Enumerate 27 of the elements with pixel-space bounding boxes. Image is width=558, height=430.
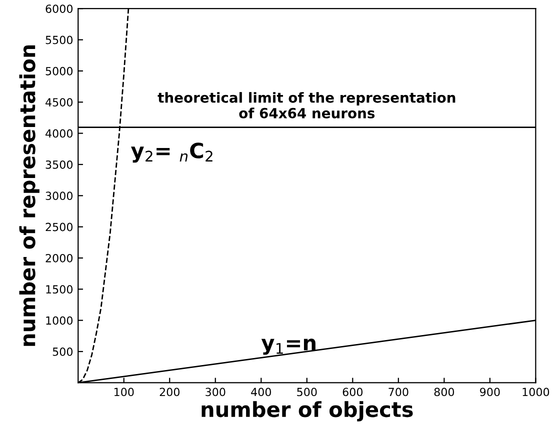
y-tick-label: 2500	[46, 222, 73, 232]
ref-line-label: theoretical limit of the representation of 64x64 neurons	[158, 92, 456, 118]
x-tick-label: 500	[297, 388, 317, 396]
y-tick-label: 3500	[46, 160, 73, 169]
y-tick-label: 5500	[46, 36, 73, 44]
y-tick-label: 5000	[46, 66, 73, 76]
y-tick-label: 2000	[46, 254, 73, 262]
x-tick-label: 400	[251, 388, 272, 396]
y-tick-label: 6000	[46, 4, 73, 13]
x-tick-label: 900	[480, 388, 500, 396]
x-tick-label: 600	[342, 388, 363, 396]
series-label: y$_{1}$=n	[261, 338, 316, 355]
x-tick-label: 1000	[522, 388, 550, 396]
x-tick-label: 200	[160, 388, 180, 396]
x-tick-label: 100	[114, 388, 134, 396]
y-tick-label: 1500	[46, 285, 73, 294]
y-axis-title: number of representation	[19, 45, 40, 346]
y-tick-label: 3000	[46, 192, 73, 200]
x-tick-label: 300	[206, 388, 226, 396]
y-tick-label: 4500	[46, 98, 73, 107]
x-tick-label: 700	[388, 388, 408, 396]
y-tick-label: 4000	[46, 129, 73, 138]
y-tick-label: 500	[52, 348, 73, 356]
y-tick-label: 1000	[46, 316, 73, 325]
series-label: y$_{2}$= $_{n}$C$_{2}$	[130, 142, 212, 163]
x-axis-title: number of objects	[202, 401, 413, 422]
x-tick-label: 800	[434, 388, 454, 396]
